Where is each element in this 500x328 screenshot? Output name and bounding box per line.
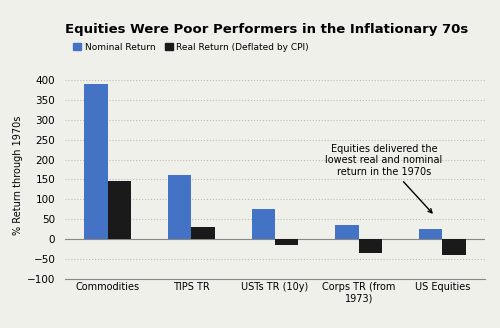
Text: Equities Were Poor Performers in the Inflationary 70s: Equities Were Poor Performers in the Inf… — [65, 23, 468, 36]
Bar — [252, 209, 275, 239]
Text: Equities delivered the
lowest real and nominal
return in the 1970s: Equities delivered the lowest real and n… — [325, 144, 442, 213]
Bar — [168, 175, 192, 239]
Bar — [108, 181, 131, 239]
Bar — [442, 239, 466, 255]
Bar — [419, 229, 442, 239]
Bar — [275, 239, 298, 245]
Bar — [84, 84, 108, 239]
Bar — [336, 225, 358, 239]
Y-axis label: % Return through 1970s: % Return through 1970s — [12, 116, 22, 235]
Bar — [358, 239, 382, 253]
Legend: Nominal Return, Real Return (Deflated by CPI): Nominal Return, Real Return (Deflated by… — [70, 39, 312, 56]
Bar — [192, 227, 214, 239]
